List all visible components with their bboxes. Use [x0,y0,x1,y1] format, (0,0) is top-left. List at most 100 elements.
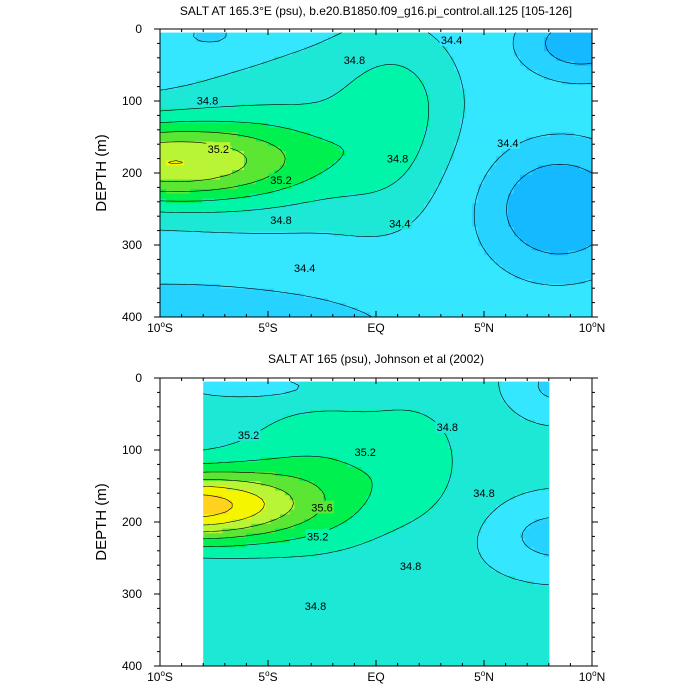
contour-fill-cell [430,103,437,110]
contour-fill-cell [442,89,449,95]
contour-fill-cell [214,260,221,266]
contour-fill-cell [262,141,269,147]
contour-fill-cell [436,127,443,133]
contour-fill-cell [316,302,323,309]
contour-fill-cell [322,250,329,256]
contour-fill-cell [514,65,521,72]
contour-fill-cell [196,56,203,62]
contour-fill-cell [160,37,167,43]
contour-fill-cell [298,198,305,204]
contour-fill-cell [424,264,431,271]
contour-fill-cell [484,103,491,110]
contour-fill-cell [352,236,359,242]
contour-fill-cell [409,391,415,397]
contour-fill-cell [454,146,461,152]
contour-fill-cell [256,151,263,157]
contour-fill-cell [484,61,491,67]
contour-fill-cell [160,117,167,124]
contour-fill-cell [388,32,395,38]
contour-fill-cell [352,155,359,162]
contour-fill-cell [580,236,587,242]
contour-fill-cell [251,410,257,416]
contour-fill-cell [212,410,219,416]
contour-fill-cell [322,260,329,266]
contour-fill-cell [256,141,263,147]
contour-fill-cell [280,226,287,233]
contour-fill-cell [256,108,263,114]
contour-fill-cell [472,274,479,280]
contour-fill-cell [358,217,365,223]
contour-fill-cell [316,307,323,313]
contour-fill-cell [238,141,245,147]
contour-fill-cell [262,236,269,242]
contour-fill-cell [172,141,179,147]
contour-fill-cell [268,288,275,294]
contour-fill-cell [472,108,479,114]
contour-fill-cell [226,127,233,133]
contour-fill-cell [160,98,167,105]
contour-fill-cell [484,217,491,223]
contour-fill-cell [400,241,407,247]
contour-fill-cell [352,405,358,411]
contour-fill-cell [496,255,503,261]
contour-fill-cell [250,117,257,124]
contour-fill-cell [184,179,191,185]
contour-fill-cell [202,198,209,204]
contour-fill-cell [454,70,461,76]
contour-fill-cell [160,298,167,304]
contour-fill-cell [334,193,341,200]
contour-fill-cell [574,288,581,294]
contour-fill-cell [208,132,215,138]
contour-fill-cell [388,113,395,119]
contour-fill-cell [508,160,515,166]
contour-fill-cell [532,61,539,67]
contour-fill-cell [484,174,491,181]
contour-fill-cell [550,222,557,228]
contour-fill-cell [562,46,569,53]
contour-fill-cell [184,260,191,266]
contour-fill-cell [574,122,581,128]
contour-fill-cell [496,391,502,397]
contour-fill-cell [376,395,382,402]
top-panel: SALT AT 165.3°E (psu), b.e20.B1850.f09_g… [93,4,605,335]
contour-fill-cell [292,113,299,119]
contour-fill-cell [442,236,449,242]
contour-fill-cell [424,65,431,72]
contour-fill-cell [478,184,485,190]
contour-fill-cell [160,255,167,261]
contour-fill-cell [394,260,401,266]
contour-fill-cell [562,89,569,95]
contour-fill-cell [250,84,257,91]
contour-fill-cell [256,146,263,152]
contour-fill-cell [256,307,263,313]
contour-fill-cell [486,405,492,411]
contour-fill-cell [508,37,515,43]
contour-fill-cell [412,113,419,119]
contour-fill-cell [443,381,449,387]
contour-fill-cell [448,155,455,162]
contour-fill-cell [409,395,415,402]
contour-fill-cell [442,56,449,62]
contour-fill-cell [364,198,371,204]
contour-fill-cell [202,245,209,252]
contour-fill-cell [532,269,539,275]
contour-fill-cell [544,84,551,91]
contour-fill-cell [436,255,443,261]
contour-fill-cell [358,279,365,285]
contour-fill-cell [256,386,262,392]
contour-fill-cell [586,241,592,247]
contour-fill-cell [244,98,251,105]
contour-fill-cell [400,80,407,86]
contour-fill-cell [262,184,269,190]
contour-fill-cell [538,160,545,166]
contour-fill-cell [515,410,521,416]
contour-fill-cell [196,165,203,171]
contour-fill-cell [472,307,479,313]
contour-fill-cell [400,65,407,72]
contour-fill-cell [370,70,377,76]
contour-fill-cell [490,302,497,309]
contour-fill-cell [184,56,191,62]
contour-fill-cell [442,312,449,317]
contour-fill-cell [466,136,473,143]
contour-fill-cell [358,269,365,275]
